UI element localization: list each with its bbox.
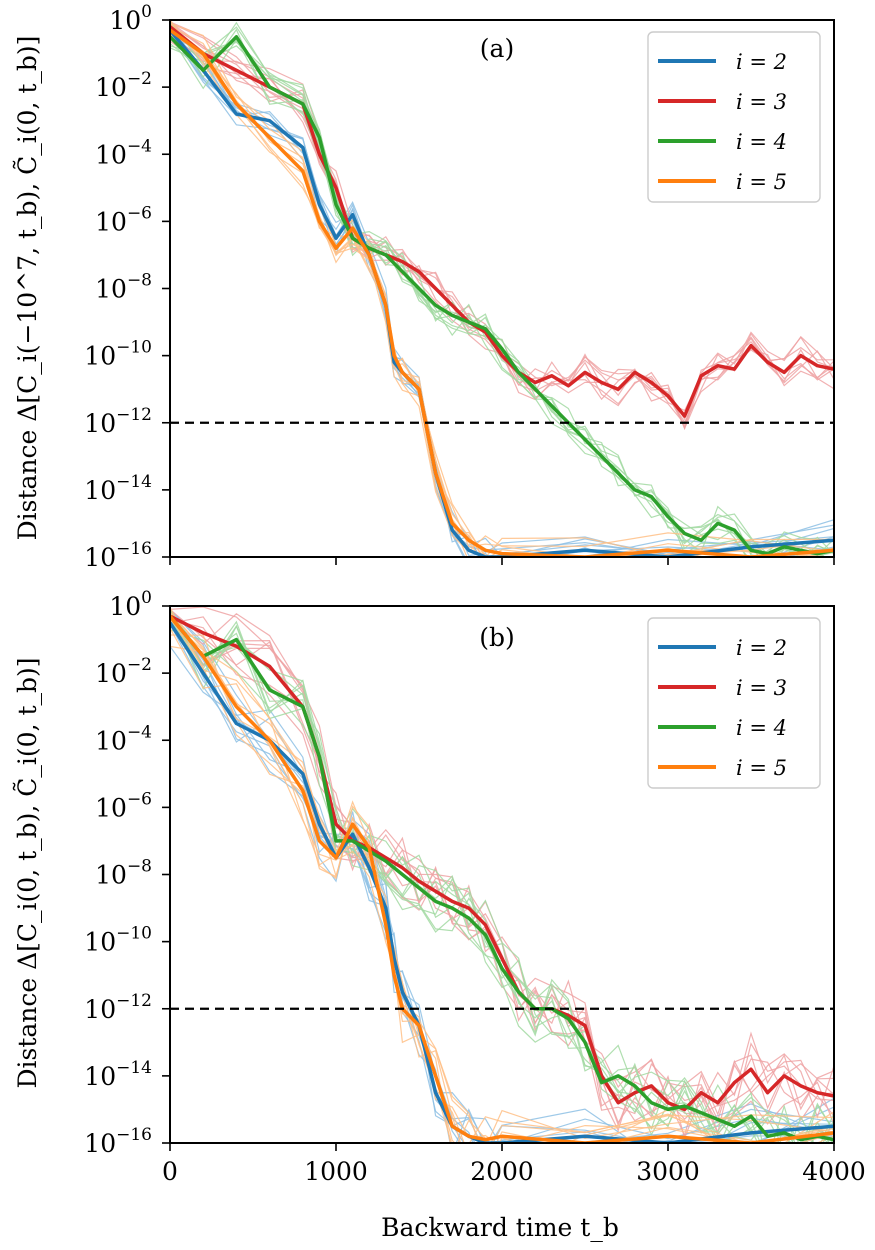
- y-tick-label: 10−4: [95, 722, 152, 755]
- series-line-i4: [170, 35, 834, 556]
- y-tick-label: 10−4: [95, 136, 152, 169]
- y-tick-label: 10−16: [84, 1125, 152, 1158]
- legend-entry: i = 4: [736, 130, 787, 154]
- plot-area: [170, 606, 834, 1143]
- legend-entry: i = 5: [736, 756, 787, 780]
- y-tick-label: 100: [109, 2, 152, 35]
- y-tick-label: 10−14: [84, 472, 152, 505]
- legend-entry: i = 4: [736, 716, 787, 740]
- legend-box: [647, 617, 821, 789]
- ensemble-trace-i4: [170, 618, 834, 1143]
- panel-label: (b): [479, 623, 515, 652]
- y-tick-label: 10−14: [84, 1058, 152, 1091]
- y-tick-label: 10−10: [84, 924, 152, 957]
- y-tick-label: 10−10: [84, 338, 152, 371]
- panel-a-ylabel: Distance Δ[C_i(−10^7, t_b), C̃_i(0, t_b)…: [13, 36, 42, 541]
- y-tick-label: 10−12: [84, 991, 152, 1024]
- x-tick-label: 2000: [470, 1157, 534, 1186]
- series-line-i3: [170, 25, 834, 418]
- legend-box: [647, 31, 821, 203]
- y-tick-label: 10−6: [95, 203, 152, 236]
- series-line-i5: [170, 614, 834, 1143]
- x-tick-label: 3000: [636, 1157, 700, 1186]
- y-tick-label: 10−2: [95, 655, 152, 688]
- legend-entry: i = 3: [736, 676, 787, 700]
- panel-label: (a): [480, 34, 514, 63]
- panel-a: 100 10−2 10−4 10−6 10−8 10−10 10−12 10−14 10−16 (…: [84, 2, 835, 572]
- ensemble-trace-i4: [170, 615, 834, 1143]
- y-tick-label: 10−2: [95, 69, 152, 102]
- y-tick-label: 10−16: [84, 539, 152, 572]
- legend-entry: i = 2: [736, 50, 787, 74]
- y-tick-label: 10−8: [95, 857, 152, 890]
- ensemble-trace-i2: [170, 31, 834, 557]
- panel-b: 100 10−2 10−4 10−6 10−8 10−10 10−12 10−14 10−16 0…: [84, 588, 866, 1186]
- legend-entry: i = 5: [736, 170, 787, 194]
- panel-b-ylabel: Distance Δ[C_i(0, t_b), C̃_i(0, t_b)]: [13, 657, 42, 1088]
- y-tick-label: 10−6: [95, 789, 152, 822]
- y-tick-label: 10−8: [95, 271, 152, 304]
- ensemble-trace-i5: [170, 634, 834, 1143]
- y-tick-label: 10−12: [84, 405, 152, 438]
- ensemble-trace-i3: [170, 21, 834, 412]
- x-axis-title: Backward time t_b: [381, 1213, 619, 1242]
- legend-entry: i = 2: [736, 636, 787, 660]
- ensemble-trace-i3: [170, 618, 834, 1132]
- legend-entry: i = 3: [736, 90, 787, 114]
- x-tick-label: 4000: [802, 1157, 866, 1186]
- x-tick-label: 1000: [304, 1157, 368, 1186]
- y-tick-label: 100: [109, 588, 152, 621]
- plot-area: [170, 20, 834, 557]
- ensemble-trace-i4: [170, 27, 834, 557]
- x-tick-label: 0: [162, 1157, 178, 1186]
- series-line-i5: [170, 28, 834, 557]
- ensemble-trace-i2: [170, 30, 834, 557]
